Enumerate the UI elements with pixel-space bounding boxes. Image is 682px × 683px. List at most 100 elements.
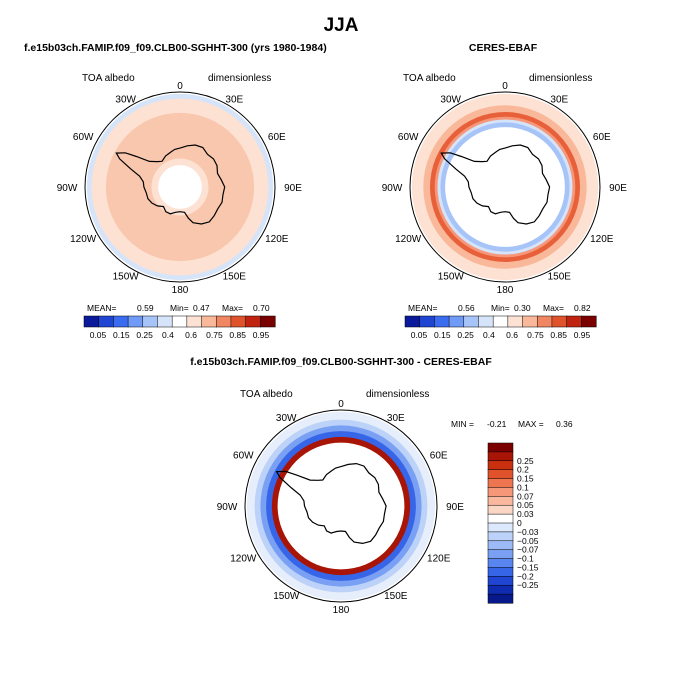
colorbar-swatch	[98, 315, 114, 328]
antarctica-coastline	[275, 462, 387, 545]
colorbar-swatch	[404, 315, 421, 328]
longitude-label: 30E	[550, 95, 568, 106]
colorbar-swatch	[478, 315, 494, 328]
longitude-label: 90E	[446, 502, 464, 513]
longitude-label: 90E	[609, 183, 627, 194]
colorbar-swatch	[487, 531, 514, 542]
colorbar-swatch	[536, 315, 553, 328]
field-contour-band	[158, 165, 202, 209]
colorbar-swatch	[487, 549, 514, 560]
colorbar-tick-label: −0.15	[517, 562, 539, 572]
longitude-label: 30W	[440, 95, 461, 106]
longitude-label: 60W	[398, 132, 419, 143]
longitude-label: 150E	[384, 591, 408, 602]
longitude-label: 120E	[265, 234, 289, 245]
colorbar-swatch	[487, 460, 514, 471]
colorbar-tick-label: −0.07	[517, 545, 539, 555]
colorbar-tick-label: 0.95	[253, 330, 270, 340]
longitude-label: 90W	[217, 502, 238, 513]
colorbar-swatch	[245, 315, 261, 328]
colorbar-swatch	[419, 315, 435, 328]
colorbar-tick-label: 0.05	[517, 500, 534, 510]
max-value: 0.70	[253, 303, 270, 313]
longitude-label: 120E	[427, 554, 451, 565]
panel-diff-title: f.e15b03ch.FAMIP.f09_f09.CLB00-SGHHT-300…	[190, 356, 492, 368]
min-label: Min=	[170, 303, 189, 313]
colorbar-tick-label: 0.75	[206, 330, 223, 340]
colorbar-tick-label: 0.25	[136, 330, 153, 340]
longitude-label: 60E	[268, 132, 286, 143]
colorbar-tick-label: −0.1	[517, 554, 534, 564]
colorbar-tick-label: 0.25	[457, 330, 474, 340]
colorbar-swatch	[463, 315, 480, 328]
colorbar-tick-label: 0.03	[517, 509, 534, 519]
colorbar-swatch	[448, 315, 465, 328]
colorbar-swatch	[566, 315, 582, 328]
mean-value: 0.59	[137, 303, 154, 313]
colorbar-swatch	[487, 540, 514, 551]
longitude-label: 60W	[233, 451, 254, 462]
colorbar-tick-label: 0.85	[229, 330, 246, 340]
longitude-label: 30E	[225, 95, 243, 106]
colorbar-swatch	[487, 504, 514, 515]
max-label: Max=	[543, 303, 564, 313]
longitude-label: 90E	[284, 183, 302, 194]
colorbar-tick-label: −0.2	[517, 571, 534, 581]
colorbar-tick-label: 0.95	[574, 330, 591, 340]
field-contour-band	[445, 127, 565, 247]
max-label: MAX =	[518, 419, 544, 429]
colorbar-swatch	[157, 315, 173, 328]
longitude-label: 150E	[548, 271, 572, 282]
map-border	[409, 91, 601, 283]
colorbar-obs: 0.05 0.15 0.25 0.4 0.6 0.75 0.85 0.95	[404, 315, 597, 340]
longitude-label: 120W	[70, 234, 97, 245]
panel-obs-stats: MEAN= 0.56 Min= 0.30 Max= 0.82	[408, 303, 591, 313]
colorbar-swatch	[230, 315, 247, 328]
colorbar-swatch	[487, 451, 514, 462]
max-label: Max=	[222, 303, 243, 313]
colorbar-swatch	[487, 513, 514, 524]
longitude-label: 150W	[113, 271, 140, 282]
longitude-label: 90W	[382, 183, 403, 194]
panel-obs-title: CERES-EBAF	[469, 42, 538, 54]
colorbar-tick-label: 0.25	[517, 456, 534, 466]
colorbar-model: 0.05 0.15 0.25 0.4 0.6 0.75 0.85 0.95	[83, 315, 276, 340]
longitude-label: 180	[497, 285, 514, 296]
panel-obs-variable: TOA albedo	[403, 73, 456, 84]
colorbar-swatch	[487, 487, 514, 497]
panel-diff-stats: MIN = -0.21 MAX = 0.36	[451, 419, 573, 429]
colorbar-tick-label: 0.6	[185, 330, 197, 340]
colorbar-swatch	[492, 315, 509, 328]
panel-diff: f.e15b03ch.FAMIP.f09_f09.CLB00-SGHHT-300…	[190, 356, 573, 616]
map-border	[84, 91, 276, 283]
colorbar-tick-label: 0.1	[517, 482, 529, 492]
polar-map-model: 0 30E 60E 90E 120E 150E 180 150W 120W 90W 60W 30W	[57, 81, 303, 296]
mean-label: MEAN=	[87, 303, 117, 313]
min-value: 0.47	[193, 303, 210, 313]
min-value: 0.30	[514, 303, 531, 313]
map-border	[244, 409, 438, 603]
mean-label: MEAN=	[408, 303, 438, 313]
longitude-label: 0	[338, 399, 344, 410]
panel-diff-variable: TOA albedo	[240, 389, 293, 400]
antarctica-coastline	[440, 144, 551, 225]
longitude-label: 120W	[230, 554, 257, 565]
longitude-label: 150W	[438, 271, 465, 282]
longitude-label: 0	[177, 81, 183, 92]
colorbar-swatch	[507, 315, 524, 328]
colorbar-swatch	[142, 315, 159, 328]
panel-model-variable: TOA albedo	[82, 73, 135, 84]
colorbar-tick-label: 0.15	[113, 330, 130, 340]
max-value: 0.36	[556, 419, 573, 429]
polar-map-diff: 0 30E 60E 90E 120E 150E 180 150W 120W 90W 60W 30W	[217, 399, 465, 616]
colorbar-tick-label: 0.4	[483, 330, 495, 340]
longitude-label: 150E	[223, 271, 247, 282]
colorbar-tick-label: 0.4	[162, 330, 174, 340]
colorbar-swatch	[127, 315, 144, 328]
longitude-label: 120E	[590, 234, 614, 245]
panel-model-title: f.e15b03ch.FAMIP.f09_f09.CLB00-SGHHT-300…	[24, 42, 327, 54]
longitude-label: 180	[172, 285, 189, 296]
colorbar-tick-label: 0.05	[90, 330, 107, 340]
colorbar-swatch	[186, 315, 203, 328]
